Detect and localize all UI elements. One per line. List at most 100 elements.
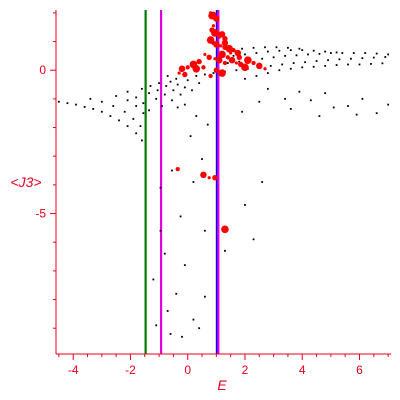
black-point	[364, 52, 367, 54]
black-point	[159, 186, 162, 189]
black-point	[148, 109, 150, 112]
black-point	[140, 87, 143, 90]
black-point	[183, 103, 186, 106]
red-point	[234, 61, 238, 65]
black-point	[352, 52, 355, 54]
red-point	[201, 65, 206, 70]
red-point	[213, 15, 220, 22]
black-point	[142, 102, 145, 105]
black-point	[172, 89, 175, 92]
red-point	[225, 44, 234, 53]
black-point	[192, 318, 195, 321]
black-point	[241, 47, 244, 50]
black-point	[324, 92, 327, 95]
black-point	[135, 132, 138, 135]
x-tick-label: -2	[125, 363, 136, 377]
black-point	[166, 75, 169, 77]
x-axis-label: E	[217, 377, 227, 393]
black-point	[201, 158, 203, 160]
black-point	[287, 46, 289, 49]
x-tick-label: 6	[356, 363, 363, 377]
black-point	[152, 278, 155, 281]
black-point	[289, 49, 292, 52]
black-point	[163, 252, 166, 255]
ticks: -4 -2 0 2 4 6 0 -5	[35, 12, 389, 377]
black-point	[183, 264, 186, 267]
black-point	[298, 90, 301, 93]
black-point	[159, 229, 162, 232]
black-point	[241, 110, 244, 113]
black-point	[387, 103, 390, 106]
black-point	[301, 49, 304, 52]
red-point	[218, 69, 226, 77]
x-tick-label: 2	[242, 363, 249, 377]
black-point	[238, 60, 241, 63]
data-points	[57, 11, 390, 338]
red-point	[211, 24, 216, 28]
vertical-lines	[144, 10, 220, 354]
black-point	[135, 105, 138, 107]
red-point	[212, 175, 218, 181]
black-point	[169, 333, 172, 335]
black-point	[269, 65, 272, 67]
red-point	[263, 67, 267, 71]
x-tick-label: 0	[184, 363, 191, 377]
black-point	[126, 90, 129, 93]
black-point	[109, 115, 112, 117]
black-point	[100, 110, 103, 113]
black-point	[166, 310, 169, 312]
black-point	[66, 102, 69, 105]
black-point	[318, 115, 321, 117]
red-point	[241, 63, 249, 72]
black-point	[112, 105, 115, 107]
black-point	[92, 108, 95, 110]
black-point	[261, 181, 264, 183]
black-point	[203, 295, 206, 298]
black-point	[335, 51, 338, 54]
black-point	[181, 335, 183, 338]
black-point	[278, 49, 281, 52]
red-point	[217, 35, 221, 39]
black-point	[123, 110, 126, 113]
black-point	[126, 125, 129, 127]
black-point	[384, 56, 387, 58]
red-point	[208, 73, 213, 79]
black-point	[318, 52, 321, 55]
red-point	[222, 60, 228, 66]
red-point	[203, 52, 207, 57]
black-point	[169, 80, 172, 83]
black-point	[375, 52, 378, 55]
red-point	[218, 50, 226, 59]
black-point	[347, 63, 349, 66]
x-tick-label: 4	[299, 363, 306, 377]
black-point	[370, 62, 372, 65]
black-point	[298, 47, 301, 50]
black-point	[158, 82, 160, 84]
red-point	[177, 71, 181, 75]
black-point	[244, 204, 246, 206]
black-point	[148, 92, 150, 95]
black-point	[350, 57, 352, 60]
y-axis-label: <J3>	[10, 174, 41, 190]
black-point	[183, 86, 186, 89]
black-point	[175, 77, 178, 80]
black-point	[266, 87, 269, 90]
black-point	[156, 89, 159, 92]
red-point	[175, 166, 180, 172]
black-point	[165, 85, 168, 87]
red-point	[206, 54, 212, 60]
black-point	[126, 99, 129, 102]
red-point	[256, 62, 263, 70]
red-point	[236, 54, 242, 60]
red-point	[178, 65, 186, 73]
black-point	[289, 67, 292, 70]
red-point	[225, 55, 230, 60]
black-point	[57, 100, 60, 103]
black-point	[100, 100, 103, 103]
black-point	[324, 50, 327, 53]
red-point	[213, 57, 217, 61]
black-point	[203, 229, 206, 232]
black-point	[289, 108, 292, 110]
black-point	[361, 57, 364, 60]
